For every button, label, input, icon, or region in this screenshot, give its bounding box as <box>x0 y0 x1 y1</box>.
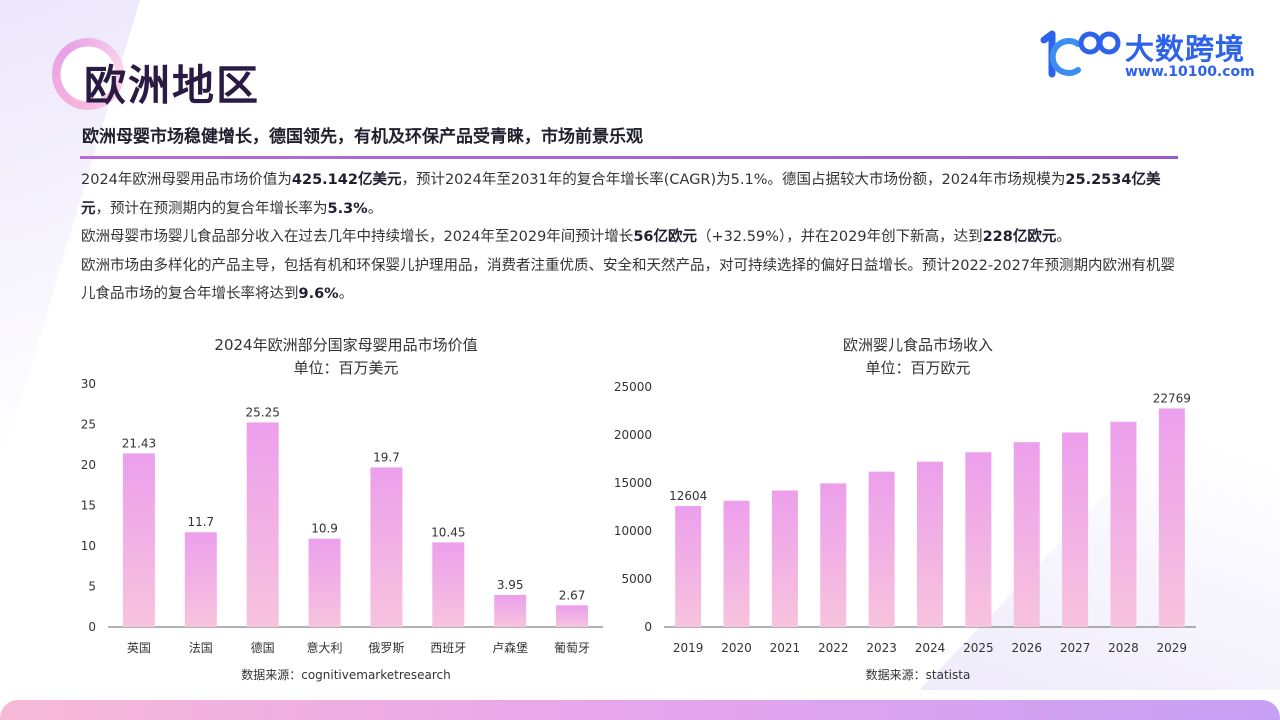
x-tick-label: 2021 <box>770 641 801 655</box>
bar <box>1013 442 1040 627</box>
y-tick-label: 15 <box>81 499 96 513</box>
y-tick-label: 20000 <box>614 428 652 442</box>
bar <box>723 500 750 627</box>
bar-value-label: 19.7 <box>373 450 400 464</box>
chart-subtitle: 单位：百万欧元 <box>865 359 970 377</box>
paragraph-text: 2024年欧洲母婴用品市场价值为 <box>81 172 292 188</box>
bar <box>1158 408 1185 627</box>
paragraph-text: 。 <box>367 200 383 217</box>
logo-name: 大数跨境 <box>1125 32 1246 66</box>
chart-title: 2024年欧洲部分国家母婴用品市场价值 <box>214 336 477 354</box>
x-tick-label: 2026 <box>1011 641 1042 655</box>
x-tick-label: 英国 <box>127 641 151 655</box>
bar <box>494 595 527 627</box>
paragraph-text: ，预计2024年至2031年的复合年增长率(CAGR)为5.1%。德国占据较大市… <box>401 172 1066 188</box>
bar-value-label: 10.9 <box>311 522 338 536</box>
bar <box>675 506 702 627</box>
title-decoration-ring <box>52 38 124 110</box>
bar <box>820 483 847 627</box>
x-tick-label: 2027 <box>1060 641 1091 655</box>
bar <box>917 461 943 627</box>
paragraph-baby-food: 欧洲母婴市场婴儿食品部分收入在过去几年中持续增长，2024年至2029年间预计增… <box>81 223 1181 252</box>
logo-url: www.10100.com <box>1125 64 1255 80</box>
x-tick-label: 2019 <box>673 641 704 655</box>
y-tick-label: 0 <box>644 620 652 634</box>
chart-source: 数据来源：cognitivemarketresearch <box>241 667 451 682</box>
bar <box>308 538 341 627</box>
page-title: 欧洲地区 <box>84 61 261 110</box>
y-tick-label: 5 <box>88 580 96 594</box>
x-tick-label: 2023 <box>866 641 897 655</box>
chart-baby-food-revenue: 欧洲婴儿食品市场收入 单位：百万欧元 0 5000 10000 15000 20000 250… <box>608 325 1228 690</box>
paragraph-text: 欧洲市场由多样化的产品主导，包括有机和环保婴儿护理用品，消费者注重优质、安全和天… <box>81 257 1176 303</box>
bar-value-label: 2.67 <box>559 588 586 602</box>
bar-value-label: 22769 <box>1153 391 1191 405</box>
bar <box>1062 432 1089 627</box>
x-tick-label: 俄罗斯 <box>368 641 404 655</box>
chart-subtitle: 单位：百万美元 <box>293 359 398 377</box>
summary-paragraphs: 2024年欧洲母婴用品市场价值为425.142亿美元，预计2024年至2031年… <box>81 166 1181 309</box>
highlight-figure: 228亿欧元 <box>982 229 1057 246</box>
highlight-figure: 25.2534亿美元 <box>81 172 1161 217</box>
y-tick-label: 5000 <box>621 572 652 586</box>
y-tick-label: 30 <box>81 377 96 391</box>
bar-value-label: 25.25 <box>246 405 280 419</box>
y-tick-label: 10 <box>81 539 96 553</box>
chart-title: 欧洲婴儿食品市场收入 <box>843 336 993 354</box>
bar <box>122 453 155 627</box>
brand-logo[interactable]: 大数跨境 www.10100.com <box>1040 26 1255 86</box>
bar <box>965 452 992 627</box>
highlight-figure: 56亿欧元 <box>633 229 697 246</box>
x-tick-label: 意大利 <box>307 640 343 655</box>
paragraph-text: 欧洲母婴市场婴儿食品部分收入在过去几年中持续增长，2024年至2029年间预计增… <box>81 229 634 246</box>
bar-value-label: 3.95 <box>497 578 524 592</box>
bar <box>246 422 279 627</box>
paragraph-organic: 欧洲市场由多样化的产品主导，包括有机和环保婴儿护理用品，消费者注重优质、安全和天… <box>81 252 1181 309</box>
section-subtitle: 欧洲母婴市场稳健增长，德国领先，有机及环保产品受青睐，市场前景乐观 <box>82 127 643 147</box>
bar <box>432 542 465 627</box>
paragraph-text: 。 <box>338 286 354 303</box>
bottom-gradient-bar <box>0 700 1280 720</box>
bar-value-label: 21.43 <box>122 436 156 450</box>
x-tick-label: 西班牙 <box>430 641 466 655</box>
bar <box>771 490 798 627</box>
paragraph-text: 。 <box>1056 229 1071 246</box>
x-tick-label: 卢森堡 <box>492 640 528 655</box>
bar <box>370 467 403 627</box>
subtitle-divider <box>80 156 1178 159</box>
x-tick-label: 2020 <box>721 641 752 655</box>
x-tick-label: 葡萄牙 <box>554 641 590 655</box>
y-tick-label: 20 <box>81 458 96 472</box>
x-tick-label: 德国 <box>251 640 275 655</box>
x-tick-label: 2024 <box>915 641 946 655</box>
y-tick-label: 25 <box>81 418 96 432</box>
bar-value-label: 12604 <box>669 489 707 503</box>
bar <box>184 532 217 627</box>
chart-source: 数据来源：statista <box>866 667 971 682</box>
bar-value-label: 10.45 <box>431 525 465 539</box>
paragraph-text: ，预计在预测期内的复合年增长率为 <box>95 200 328 217</box>
bar <box>1110 421 1137 627</box>
x-tick-label: 2028 <box>1108 641 1139 655</box>
y-tick-label: 0 <box>88 620 96 634</box>
paragraph-text: （+32.59%），并在2029年创下新高，达到 <box>697 229 983 246</box>
paragraph-market-value: 2024年欧洲母婴用品市场价值为425.142亿美元，预计2024年至2031年… <box>81 166 1181 223</box>
y-tick-label: 15000 <box>614 476 652 490</box>
chart-country-market-value: 2024年欧洲部分国家母婴用品市场价值 单位：百万美元 0 5 10 15 20 25 30 21… <box>60 325 630 690</box>
bar-value-label: 11.7 <box>187 515 214 529</box>
x-tick-label: 法国 <box>189 641 213 655</box>
logo-mark-icon <box>1040 30 1121 78</box>
highlight-figure: 5.3% <box>327 200 368 217</box>
highlight-figure: 425.142亿美元 <box>291 172 402 188</box>
x-tick-label: 2025 <box>963 641 994 655</box>
x-tick-label: 2029 <box>1157 641 1188 655</box>
x-tick-label: 2022 <box>818 641 849 655</box>
y-tick-label: 25000 <box>614 380 652 394</box>
bar <box>556 605 589 627</box>
y-tick-label: 10000 <box>614 524 652 538</box>
bar <box>868 471 895 627</box>
highlight-figure: 9.6% <box>298 286 339 303</box>
